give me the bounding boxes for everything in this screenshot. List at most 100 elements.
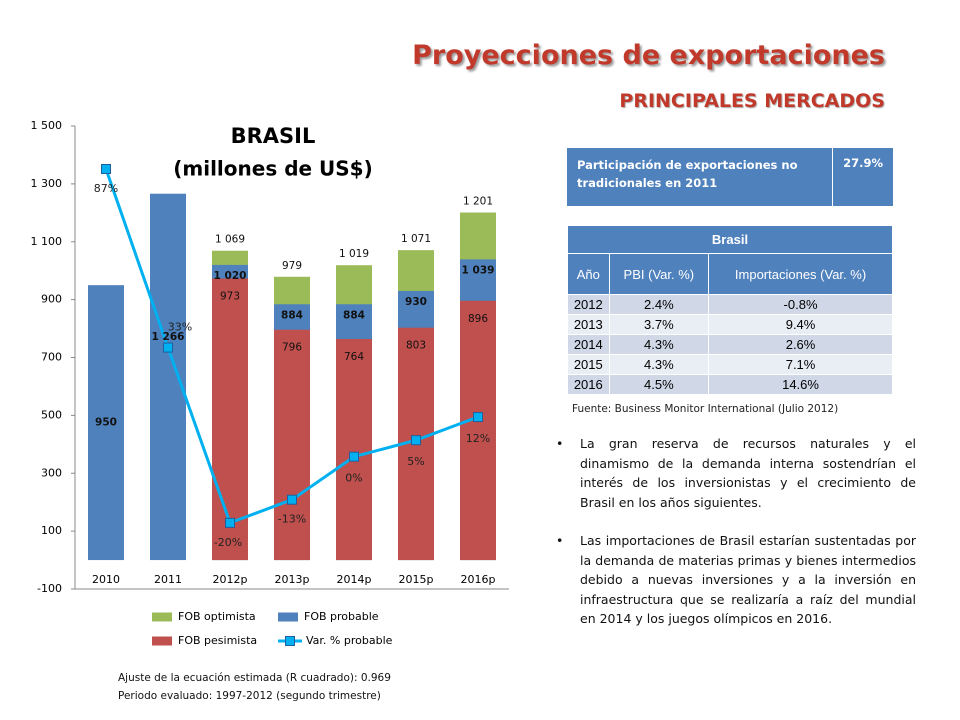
bullet: La gran reserva de recursos naturales y … xyxy=(556,434,916,512)
line-marker xyxy=(101,163,111,174)
y-tick-label: 500 xyxy=(41,408,62,421)
data-label: 0% xyxy=(345,472,362,485)
cell: 3.7% xyxy=(608,314,710,335)
header-cell: PBI (Var. %) xyxy=(608,253,710,295)
bar xyxy=(212,278,248,561)
cell: 7.1% xyxy=(708,354,893,375)
x-tick-label: 2010 xyxy=(92,573,120,586)
y-tick-label: -100 xyxy=(37,582,62,595)
cell: 9.4% xyxy=(708,314,893,335)
x-tick-label: 2012p xyxy=(213,573,248,586)
data-label: 973 xyxy=(220,291,240,303)
y-tick-label: 1 300 xyxy=(31,177,63,190)
bar xyxy=(336,338,372,561)
note: Ajuste de la ecuación estimada (R cuadra… xyxy=(118,672,391,684)
header-row: Año PBI (Var. %) Importaciones (Var. %) xyxy=(567,253,893,295)
participation-value: 27.9% xyxy=(843,156,883,170)
data-label: 1 069 xyxy=(215,234,245,246)
data-label: 1 266 xyxy=(152,331,185,343)
chart: BRASIL (millones de US$) -100 100 300 500 70… xyxy=(31,119,509,647)
y-tick-label: 300 xyxy=(41,466,62,479)
line-marker xyxy=(473,412,483,423)
data-label: 12% xyxy=(466,432,490,445)
cell: 2012 xyxy=(567,294,610,315)
data-label: 896 xyxy=(468,313,488,325)
data-label: 1 019 xyxy=(339,248,369,260)
legend-label: FOB pesimista xyxy=(178,634,257,647)
bar xyxy=(88,285,124,561)
legend-swatch xyxy=(152,612,172,622)
cell: -0.8% xyxy=(708,294,893,315)
table-row: 2013 3.7% 9.4% xyxy=(567,314,893,335)
chart-title: BRASIL xyxy=(231,124,316,148)
data-label: 1 039 xyxy=(462,264,495,276)
table-row: 2014 4.3% 2.6% xyxy=(567,334,893,355)
participation-box: Participación de exportaciones no tradic… xyxy=(567,148,893,206)
data-label: -20% xyxy=(214,536,242,549)
header-cell: Año xyxy=(567,253,610,295)
table-title: Brasil xyxy=(567,225,893,254)
table-row: 2016 4.5% 14.6% xyxy=(567,374,893,395)
legend-label: Var. % probable xyxy=(306,634,393,647)
legend-swatch xyxy=(152,636,172,646)
chart-subtitle: (millones de US$) xyxy=(173,157,373,181)
line-marker xyxy=(163,342,173,353)
legend-label: FOB optimista xyxy=(178,610,256,623)
x-tick-label: 2015p xyxy=(399,573,434,586)
cell: 4.3% xyxy=(608,334,710,355)
legend-marker xyxy=(285,636,295,646)
data-label: 884 xyxy=(281,309,303,321)
y-tick-label: 900 xyxy=(41,293,62,306)
data-label: 950 xyxy=(95,417,117,429)
table-row: 2012 2.4% -0.8% xyxy=(567,294,893,315)
data-label: 1 071 xyxy=(401,233,431,245)
line-marker xyxy=(287,494,297,505)
note: Periodo evaluado: 1997-2012 (segundo tri… xyxy=(118,690,381,702)
slide-subtitle: PRINCIPALES MERCADOS xyxy=(619,90,885,112)
bar xyxy=(274,329,310,561)
data-label: 803 xyxy=(406,340,426,352)
data-label: 979 xyxy=(282,260,302,272)
cell: 4.3% xyxy=(608,354,710,375)
y-tick-label: 1 500 xyxy=(31,119,63,132)
data-label: 1 201 xyxy=(463,196,493,208)
participation-label: Participación de exportaciones no tradic… xyxy=(567,148,834,206)
data-label: 796 xyxy=(282,342,302,354)
y-tick-label: 700 xyxy=(41,351,62,364)
cell: 2.6% xyxy=(708,334,893,355)
source: Fuente: Business Monitor International (… xyxy=(572,403,839,415)
line-marker xyxy=(411,435,421,446)
cell: 4.5% xyxy=(608,374,710,395)
slide-title: Proyecciones de exportaciones xyxy=(412,40,885,71)
data-label: -13% xyxy=(278,513,306,526)
data-label: 1 020 xyxy=(214,270,247,282)
line-marker xyxy=(225,517,235,528)
cell: 2016 xyxy=(567,374,610,395)
data-label: 884 xyxy=(343,309,365,321)
line-marker xyxy=(349,451,359,462)
y-tick-label: 100 xyxy=(41,524,62,537)
bullet: Las importaciones de Brasil estarían sus… xyxy=(556,531,916,629)
x-tick-label: 2014p xyxy=(337,573,372,586)
header-cell: Importaciones (Var. %) xyxy=(708,253,893,295)
table-row: 2015 4.3% 7.1% xyxy=(567,354,893,375)
data-label: 87% xyxy=(94,182,118,195)
bullets: La gran reserva de recursos naturales y … xyxy=(556,434,916,648)
data-table: Brasil Año PBI (Var. %) Importaciones (Var… xyxy=(567,225,893,395)
bar xyxy=(460,300,496,561)
data-label: 930 xyxy=(405,296,427,308)
legend-label: FOB probable xyxy=(304,610,379,623)
data-label: 5% xyxy=(407,455,424,468)
x-tick-label: 2016p xyxy=(461,573,496,586)
data-label: 33% xyxy=(168,321,192,334)
y-tick-label: 1 100 xyxy=(31,235,63,248)
x-tick-label: 2011 xyxy=(154,573,182,586)
data-label: 764 xyxy=(344,351,364,363)
x-tick-label: 2013p xyxy=(275,573,310,586)
cell: 2013 xyxy=(567,314,610,335)
cell: 2.4% xyxy=(608,294,710,315)
bar xyxy=(150,193,186,561)
cell: 2015 xyxy=(567,354,610,375)
cell: 14.6% xyxy=(708,374,893,395)
cell: 2014 xyxy=(567,334,610,355)
